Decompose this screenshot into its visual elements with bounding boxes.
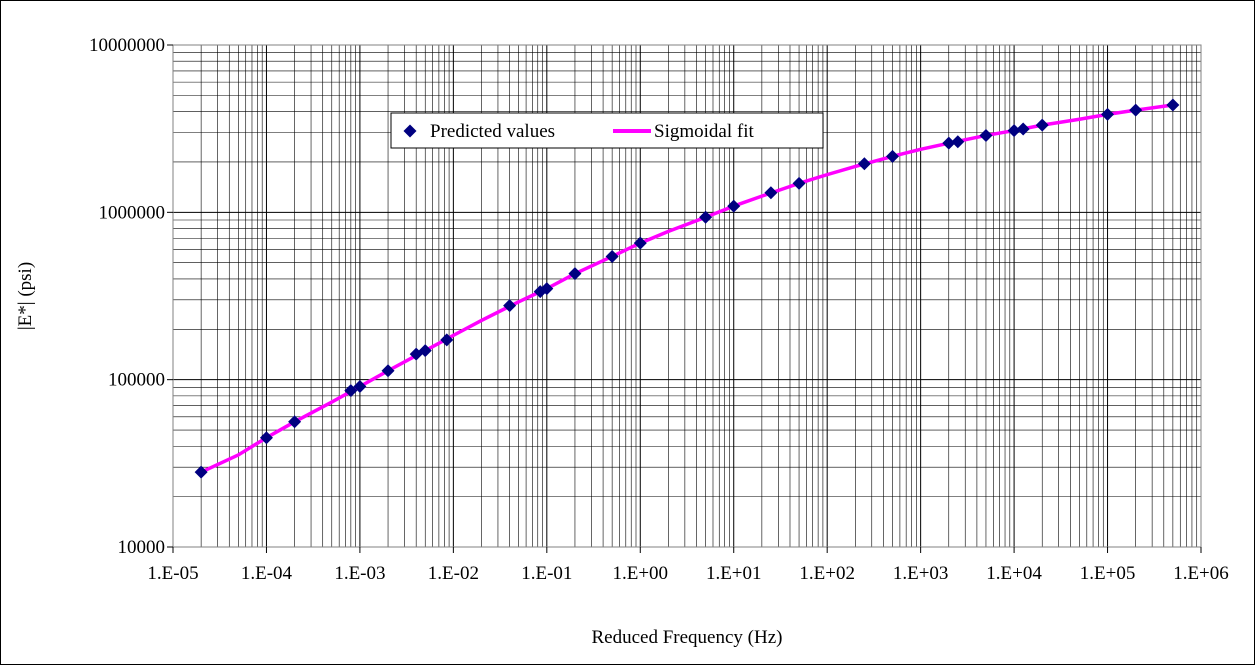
data-point-predicted-value xyxy=(633,236,647,250)
data-point-predicted-value xyxy=(942,136,956,150)
axis-ticks xyxy=(167,44,1202,553)
data-point-predicted-value xyxy=(440,333,454,347)
legend-label-sigmoidal-fit: Sigmoidal fit xyxy=(654,121,754,142)
data-point-predicted-value xyxy=(1129,103,1143,117)
data-point-predicted-value xyxy=(857,157,871,171)
x-tick-label: 1.E+05 xyxy=(1080,563,1136,584)
minor-gridlines xyxy=(173,45,1201,547)
x-tick-label: 1.E+01 xyxy=(706,563,762,584)
data-point-predicted-value xyxy=(288,415,302,429)
x-tick-label: 1.E-03 xyxy=(334,563,385,584)
data-point-predicted-value xyxy=(568,267,582,281)
data-point-predicted-value xyxy=(1035,118,1049,132)
y-axis-title: |E*| (psi) xyxy=(15,262,36,330)
data-point-predicted-value xyxy=(605,249,619,263)
x-tick-label: 1.E-01 xyxy=(521,563,572,584)
legend-label-predicted-values: Predicted values xyxy=(430,121,555,142)
data-point-predicted-value xyxy=(699,210,713,224)
x-tick-label: 1.E+00 xyxy=(612,563,668,584)
data-point-predicted-value xyxy=(951,135,965,149)
x-tick-label: 1.E+06 xyxy=(1173,563,1229,584)
data-point-predicted-value xyxy=(381,364,395,378)
data-point-predicted-value xyxy=(194,465,208,479)
data-point-predicted-value xyxy=(540,282,554,296)
data-point-predicted-value xyxy=(886,149,900,163)
y-tick-label: 100000 xyxy=(108,370,165,391)
x-tick-label: 1.E-04 xyxy=(241,563,293,584)
data-point-predicted-value xyxy=(764,186,778,200)
x-tick-label: 1.E+02 xyxy=(799,563,855,584)
data-point-predicted-value xyxy=(1016,122,1030,136)
x-axis-title: Reduced Frequency (Hz) xyxy=(592,627,783,648)
y-tick-labels: 10000 100000 1000000 10000000 xyxy=(89,35,165,558)
data-point-predicted-value xyxy=(1101,107,1115,121)
data-point-predicted-value xyxy=(418,344,432,358)
data-point-predicted-value xyxy=(344,384,358,398)
legend-marker-predicted-values xyxy=(403,124,417,138)
data-point-predicted-value xyxy=(353,380,367,394)
x-tick-label: 1.E+04 xyxy=(986,563,1042,584)
x-tick-labels: 1.E-05 1.E-04 1.E-03 1.E-02 1.E-01 1.E+00 1.E+… xyxy=(147,563,1228,584)
legend-box xyxy=(390,112,824,149)
x-tick-label: 1.E+03 xyxy=(893,563,949,584)
y-tick-label: 10000 xyxy=(118,537,166,558)
data-point-predicted-value xyxy=(1007,124,1021,138)
x-tick-label: 1.E-05 xyxy=(147,563,198,584)
data-point-predicted-value xyxy=(727,199,741,213)
y-tick-label: 10000000 xyxy=(89,35,165,56)
data-point-predicted-value xyxy=(792,176,806,190)
y-tick-label: 1000000 xyxy=(99,202,166,223)
data-point-predicted-value xyxy=(503,299,517,313)
series-layer xyxy=(194,98,1180,479)
x-tick-label: 1.E-02 xyxy=(428,563,479,584)
data-point-predicted-value xyxy=(979,128,993,142)
legend: Predicted values Sigmoidal fit xyxy=(390,112,824,149)
data-point-predicted-value xyxy=(1166,98,1180,112)
plot-area-border xyxy=(172,44,1202,548)
data-point-predicted-value xyxy=(259,431,273,445)
